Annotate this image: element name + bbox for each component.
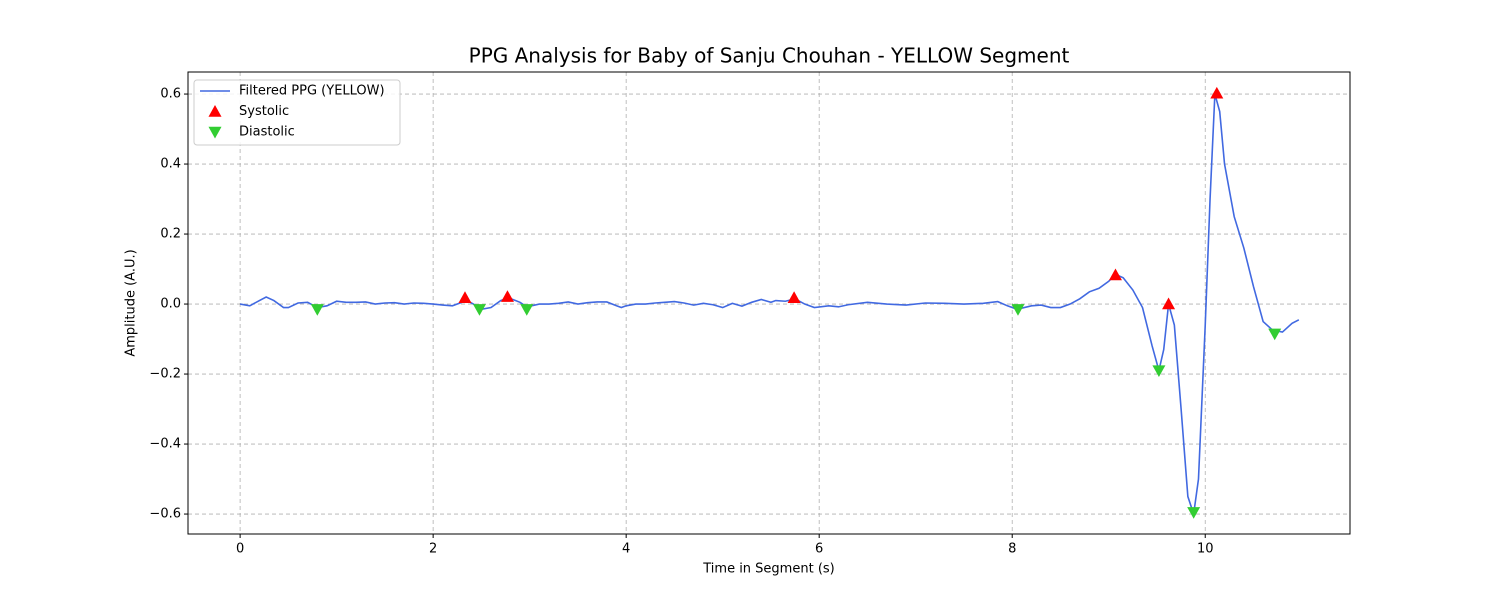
legend-label: Diastolic — [239, 125, 295, 140]
chart-title: PPG Analysis for Baby of Sanju Chouhan -… — [469, 44, 1070, 68]
legend-frame — [193, 79, 401, 146]
x-tick-label: 8 — [1008, 542, 1016, 557]
diastolic-marker — [1268, 328, 1282, 341]
systolic-marker — [458, 291, 472, 303]
plot-frame — [187, 71, 1351, 535]
legend-swatch — [208, 126, 222, 139]
legend-swatch — [208, 105, 222, 117]
x-tick-label: 6 — [815, 542, 823, 557]
x-tick-label: 10 — [1197, 542, 1214, 557]
diastolic-marker — [472, 304, 486, 316]
x-tick-label: 2 — [429, 542, 437, 557]
diastolic-marker — [520, 304, 534, 316]
legend-label: Systolic — [239, 104, 289, 119]
y-tick-label: 0.6 — [160, 87, 181, 102]
diastolic-marker — [310, 304, 324, 316]
legend-label: Filtered PPG (YELLOW) — [239, 84, 385, 99]
diastolic-marker — [1011, 304, 1025, 316]
systolic-marker — [1108, 268, 1122, 281]
systolic-marker — [1210, 86, 1224, 99]
ppg-line — [239, 93, 1300, 515]
diastolic-marker — [1187, 507, 1201, 519]
y-tick-label: −0.4 — [149, 437, 181, 452]
diastolic-marker — [1152, 365, 1166, 378]
y-tick-label: −0.6 — [149, 507, 181, 522]
x-axis-label: Time in Segment (s) — [702, 562, 834, 577]
y-tick-label: 0.0 — [160, 297, 181, 312]
x-tick-label: 4 — [622, 542, 630, 557]
y-tick-label: −0.2 — [149, 367, 181, 382]
x-tick-label: 0 — [236, 542, 244, 557]
y-axis-label: Amplitude (A.U.) — [124, 249, 139, 356]
y-tick-label: 0.2 — [160, 227, 181, 242]
systolic-marker — [1162, 297, 1176, 310]
y-tick-label: 0.4 — [160, 157, 181, 172]
systolic-marker — [787, 291, 801, 303]
systolic-marker — [500, 290, 514, 302]
